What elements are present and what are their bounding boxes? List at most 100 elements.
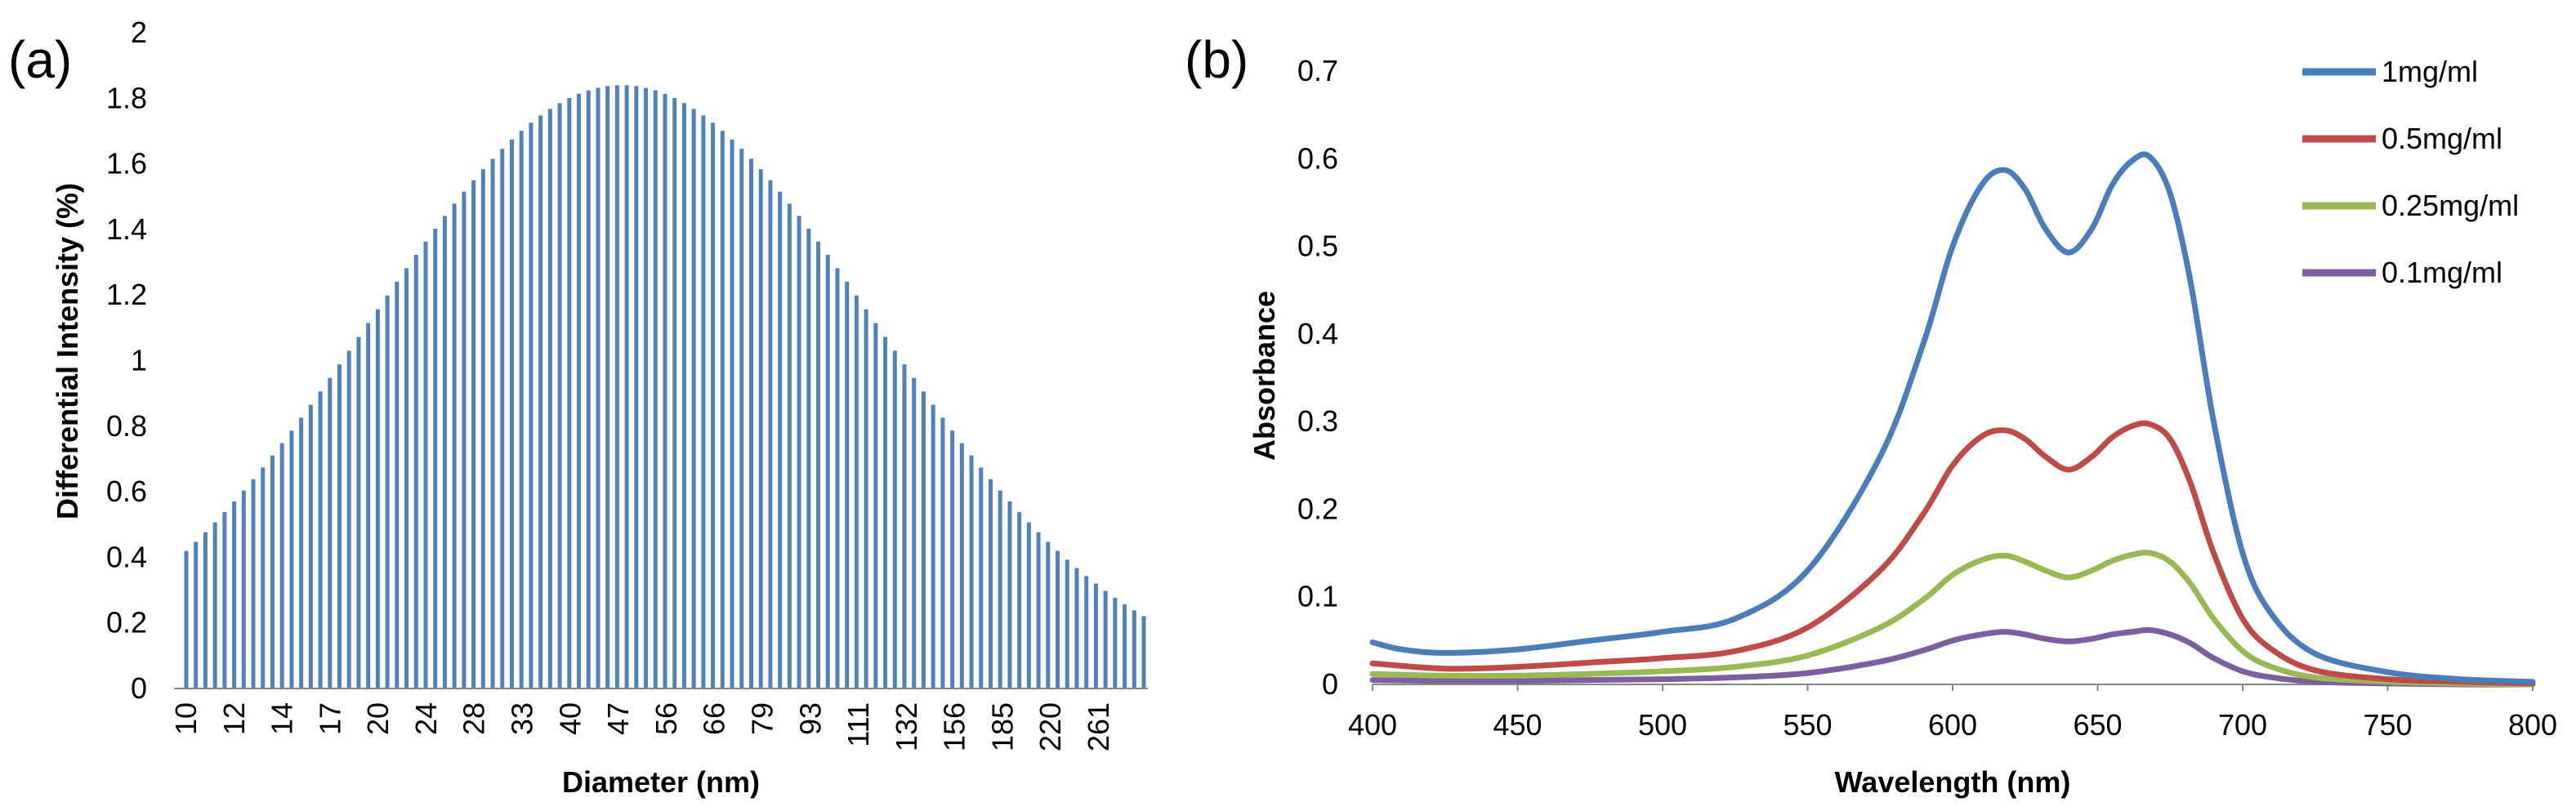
panel-b-y-tick-label: 0 — [1322, 667, 1338, 701]
histogram-bar — [634, 86, 639, 689]
panel-a-y-tick-label: 1.6 — [106, 147, 147, 180]
panel-a-y-tick-label: 0.8 — [106, 409, 147, 443]
histogram-bar — [366, 323, 371, 688]
histogram-bar — [940, 417, 945, 688]
panel-a-x-tick-label: 111 — [842, 702, 875, 747]
histogram-bar — [1046, 541, 1051, 688]
panel-a-y-tick-label: 0.6 — [106, 475, 147, 508]
panel-a-y-tick-label: 1.8 — [106, 81, 147, 114]
panel-a-x-tick-label: 12 — [217, 702, 251, 735]
histogram-bar — [1026, 522, 1031, 688]
histogram-bar — [462, 191, 467, 688]
histogram-bar — [988, 479, 993, 688]
panel-b-x-label: Wavelength (nm) — [1835, 765, 2071, 799]
legend-label: 0.1mg/ml — [2382, 256, 2502, 289]
histogram-bar — [873, 323, 878, 688]
histogram-bar — [529, 123, 534, 689]
histogram-bar — [979, 467, 984, 688]
panel-a-x-tick-label: 47 — [601, 702, 635, 735]
panel-a-x-tick-label: 10 — [169, 702, 203, 735]
histogram-bar — [356, 336, 361, 688]
panel-a-x-label: Diameter (nm) — [562, 765, 760, 799]
panel-a-x-tick-label: 28 — [458, 702, 491, 735]
panel-a-bars — [184, 85, 1146, 689]
histogram-bar — [1036, 532, 1041, 688]
histogram-bar — [825, 254, 830, 689]
panel-a-x-tick-label: 33 — [506, 702, 539, 735]
histogram-bar — [1132, 610, 1136, 688]
histogram-bar — [701, 115, 706, 688]
panel-a-x-tick-label: 261 — [1082, 702, 1115, 751]
histogram-bar — [270, 455, 275, 688]
histogram-bar — [854, 295, 859, 688]
panel-a-x-tick-label: 56 — [650, 702, 683, 735]
panel-b-label: (b) — [1185, 30, 1248, 89]
panel-a-y-tick-label: 1.4 — [106, 212, 147, 246]
panel-b-y-tick-label: 0.6 — [1297, 141, 1338, 175]
histogram-bar — [845, 281, 850, 688]
series-line — [1369, 626, 2536, 688]
panel-b-x-tick-label: 750 — [2363, 708, 2412, 742]
histogram-bar — [251, 479, 256, 688]
histogram-bar — [950, 430, 955, 688]
histogram-bar — [1113, 597, 1118, 688]
panel-b-y-tick-label: 0.5 — [1297, 229, 1338, 263]
panel-a-x-tick-label: 185 — [985, 702, 1019, 751]
histogram-bar — [1056, 550, 1060, 688]
histogram-bar — [423, 241, 428, 688]
histogram-bar — [720, 131, 725, 689]
histogram-bar — [864, 309, 868, 688]
histogram-bar — [567, 98, 572, 689]
histogram-bar — [1141, 616, 1146, 688]
panel-a-y-tick-label: 1.2 — [106, 278, 147, 311]
histogram-bar — [413, 254, 418, 689]
histogram-bar — [672, 98, 677, 689]
histogram-bar — [385, 295, 390, 688]
histogram-bar — [730, 139, 734, 689]
panel-b-x-tick-label: 550 — [1783, 708, 1832, 742]
histogram-bar — [212, 522, 217, 688]
histogram-bar — [232, 501, 237, 688]
histogram-bar — [1123, 604, 1127, 688]
histogram-bar — [1017, 512, 1022, 688]
legend-label: 0.25mg/ml — [2382, 189, 2519, 222]
histogram-bar — [538, 115, 543, 688]
histogram-bar — [663, 93, 667, 688]
histogram-bar — [921, 391, 926, 688]
panel-b-x-ticks: 400 450 500 550 600 650 700 750 800 — [1348, 684, 2557, 742]
histogram-bar — [241, 490, 246, 688]
series-line — [1369, 151, 2536, 685]
panel-a-y-tick-label: 0 — [131, 671, 147, 705]
panel-b-y-tick-label: 0.1 — [1297, 580, 1338, 613]
histogram-bar — [433, 228, 438, 688]
histogram-bar — [969, 455, 974, 688]
histogram-bar — [605, 86, 610, 689]
panel-b-y-tick-label: 0.2 — [1297, 492, 1338, 525]
histogram-bar — [557, 103, 562, 689]
panel-a-y-tick-label: 1 — [131, 344, 147, 377]
histogram-bar — [519, 131, 524, 688]
histogram-bar — [787, 203, 792, 688]
panel-a-x-tick-label: 79 — [745, 702, 779, 735]
panel-a-x-tick-label: 93 — [793, 702, 827, 735]
histogram-bar — [912, 377, 917, 688]
histogram-bar — [998, 490, 1002, 688]
panel-a-y-label: Differential Intensity (%) — [51, 183, 84, 519]
histogram-bar — [299, 417, 304, 688]
panel-b: (b) 0 0.1 0.2 0.3 0.4 0.5 0.6 0.7 400 450 500 550 6… — [1185, 30, 2557, 799]
panel-b-y-label: Absorbance — [1248, 291, 1281, 461]
histogram-bar — [614, 85, 619, 689]
panel-a-x-tick-label: 40 — [553, 702, 587, 735]
histogram-bar — [586, 90, 591, 689]
histogram-bar — [748, 158, 753, 689]
panel-b-y-tick-label: 0.4 — [1297, 317, 1338, 350]
panel-b-x-tick-label: 500 — [1638, 708, 1687, 742]
histogram-bar — [279, 443, 284, 688]
histogram-bar — [1084, 576, 1089, 688]
histogram-bar — [308, 404, 313, 688]
histogram-bar — [404, 268, 409, 688]
panel-a-x-tick-label: 156 — [938, 702, 971, 751]
histogram-bar — [596, 87, 600, 688]
histogram-bar — [624, 85, 629, 689]
